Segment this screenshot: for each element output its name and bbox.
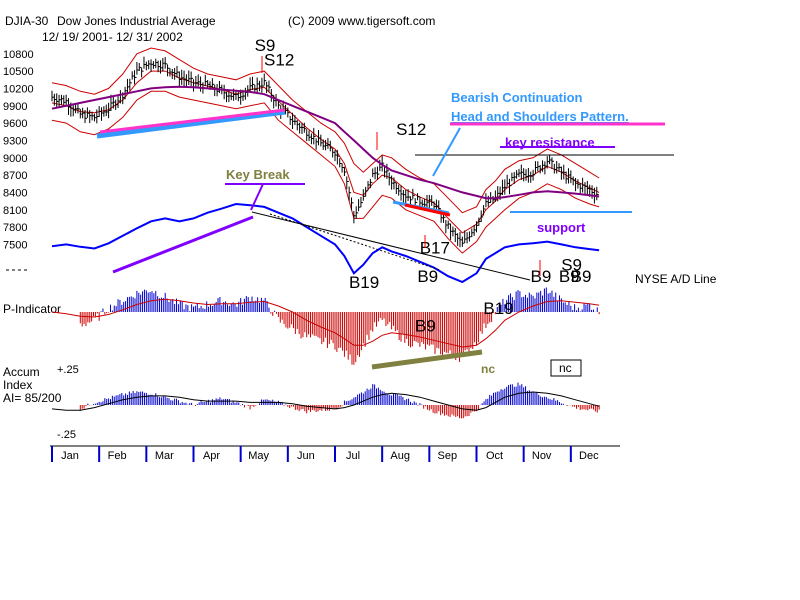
- price-tick-label: 8100: [3, 205, 27, 217]
- price-tick-label: 10800: [3, 49, 34, 61]
- price-axis-ticks: 10800 10500 10200 9900 9600 9300 9000 8700 8400 8…: [3, 49, 34, 271]
- ad-uptrend-line: [112, 215, 254, 274]
- chart-symbol: DJIA-30: [5, 14, 49, 28]
- signal-label: B19: [349, 273, 379, 292]
- p-indicator-histogram: [51, 287, 600, 365]
- month-axis: Jan Feb Mar Apr May Jun Jul Aug Sep Oct Nov Dec: [50, 445, 620, 462]
- price-tick-label: 7500: [3, 239, 27, 251]
- price-tick-label: 9300: [3, 135, 27, 147]
- signal-label: B19: [483, 299, 513, 318]
- right-shoulder-red: [404, 203, 451, 217]
- price-tick-label: 8700: [3, 170, 27, 182]
- nc-box: [550, 359, 582, 377]
- pattern-label-1: Bearish Continuation: [451, 90, 583, 105]
- price-tick-label: 8400: [3, 187, 27, 199]
- ad-line-label: NYSE A/D Line: [635, 272, 717, 286]
- ad-dotted-line: [269, 213, 441, 271]
- accum-tick-top: +.25: [57, 364, 79, 376]
- price-bars: [51, 56, 599, 248]
- price-tick-label: 10200: [3, 83, 34, 95]
- price-tick-label: 7800: [3, 222, 27, 234]
- month-label: Nov: [532, 450, 552, 462]
- signal-label: S9: [255, 36, 276, 55]
- price-tick-label: 10500: [3, 66, 34, 78]
- accum-tick-bottom: -.25: [57, 429, 76, 441]
- signal-label: S9: [561, 256, 582, 275]
- key-break-label: Key Break: [226, 167, 290, 182]
- price-tick-label: 9600: [3, 118, 27, 130]
- accum-label-2: Index: [3, 378, 32, 392]
- nc-label-2: nc: [559, 361, 572, 375]
- accum-label-3: AI= 85/200: [3, 391, 62, 405]
- month-label: May: [248, 450, 269, 462]
- nc-label-1: nc: [481, 362, 495, 376]
- upper-band-line: [51, 47, 600, 214]
- month-label: Apr: [203, 450, 220, 462]
- key-break-arrow: [250, 183, 264, 211]
- indicator-lines: [51, 85, 600, 284]
- signal-label: B9: [559, 267, 580, 286]
- p-indicator-label: P-Indicator: [3, 302, 61, 316]
- month-label: Jul: [346, 450, 360, 462]
- ad-line: [51, 202, 600, 284]
- signal-label: B9: [417, 267, 438, 286]
- accum-histogram: [51, 382, 600, 419]
- month-label: Dec: [579, 450, 599, 462]
- accum-label-1: Accum: [3, 365, 40, 379]
- pattern-pointer: [432, 127, 461, 177]
- month-label: Aug: [390, 450, 410, 462]
- magenta-trendline: [99, 108, 286, 134]
- p-indicator-ma-line: [51, 298, 600, 348]
- signal-label: B9: [571, 267, 592, 286]
- lower-band-line: [51, 90, 600, 254]
- month-label: Jan: [61, 450, 79, 462]
- pattern-label-2: Head and Shoulders Pattern.: [451, 109, 629, 124]
- support-label: support: [537, 220, 586, 235]
- annotation-lines: [96, 108, 674, 370]
- chart-date-range: 12/ 19/ 2001- 12/ 31/ 2002: [42, 30, 183, 44]
- month-label: Feb: [108, 450, 127, 462]
- long-ma-line: [51, 85, 600, 200]
- accum-ma-line: [51, 391, 600, 411]
- signal-label: B9: [531, 267, 552, 286]
- blue-trendline: [96, 109, 286, 139]
- signal-label: B17: [420, 238, 450, 257]
- price-tick-label: 9900: [3, 101, 27, 113]
- month-label: Jun: [297, 450, 315, 462]
- month-label: Oct: [486, 450, 503, 462]
- signal-label: S12: [264, 51, 294, 70]
- divergence-line: [371, 349, 483, 370]
- month-label: Mar: [155, 450, 174, 462]
- signal-label: S12: [396, 120, 426, 139]
- price-tick-label: 9000: [3, 153, 27, 165]
- chart-name: Dow Jones Industrial Average: [57, 14, 216, 28]
- signal-label: B9: [415, 316, 436, 335]
- chart-copyright: (C) 2009 www.tigersoft.com: [288, 14, 435, 28]
- month-label: Sep: [438, 450, 458, 462]
